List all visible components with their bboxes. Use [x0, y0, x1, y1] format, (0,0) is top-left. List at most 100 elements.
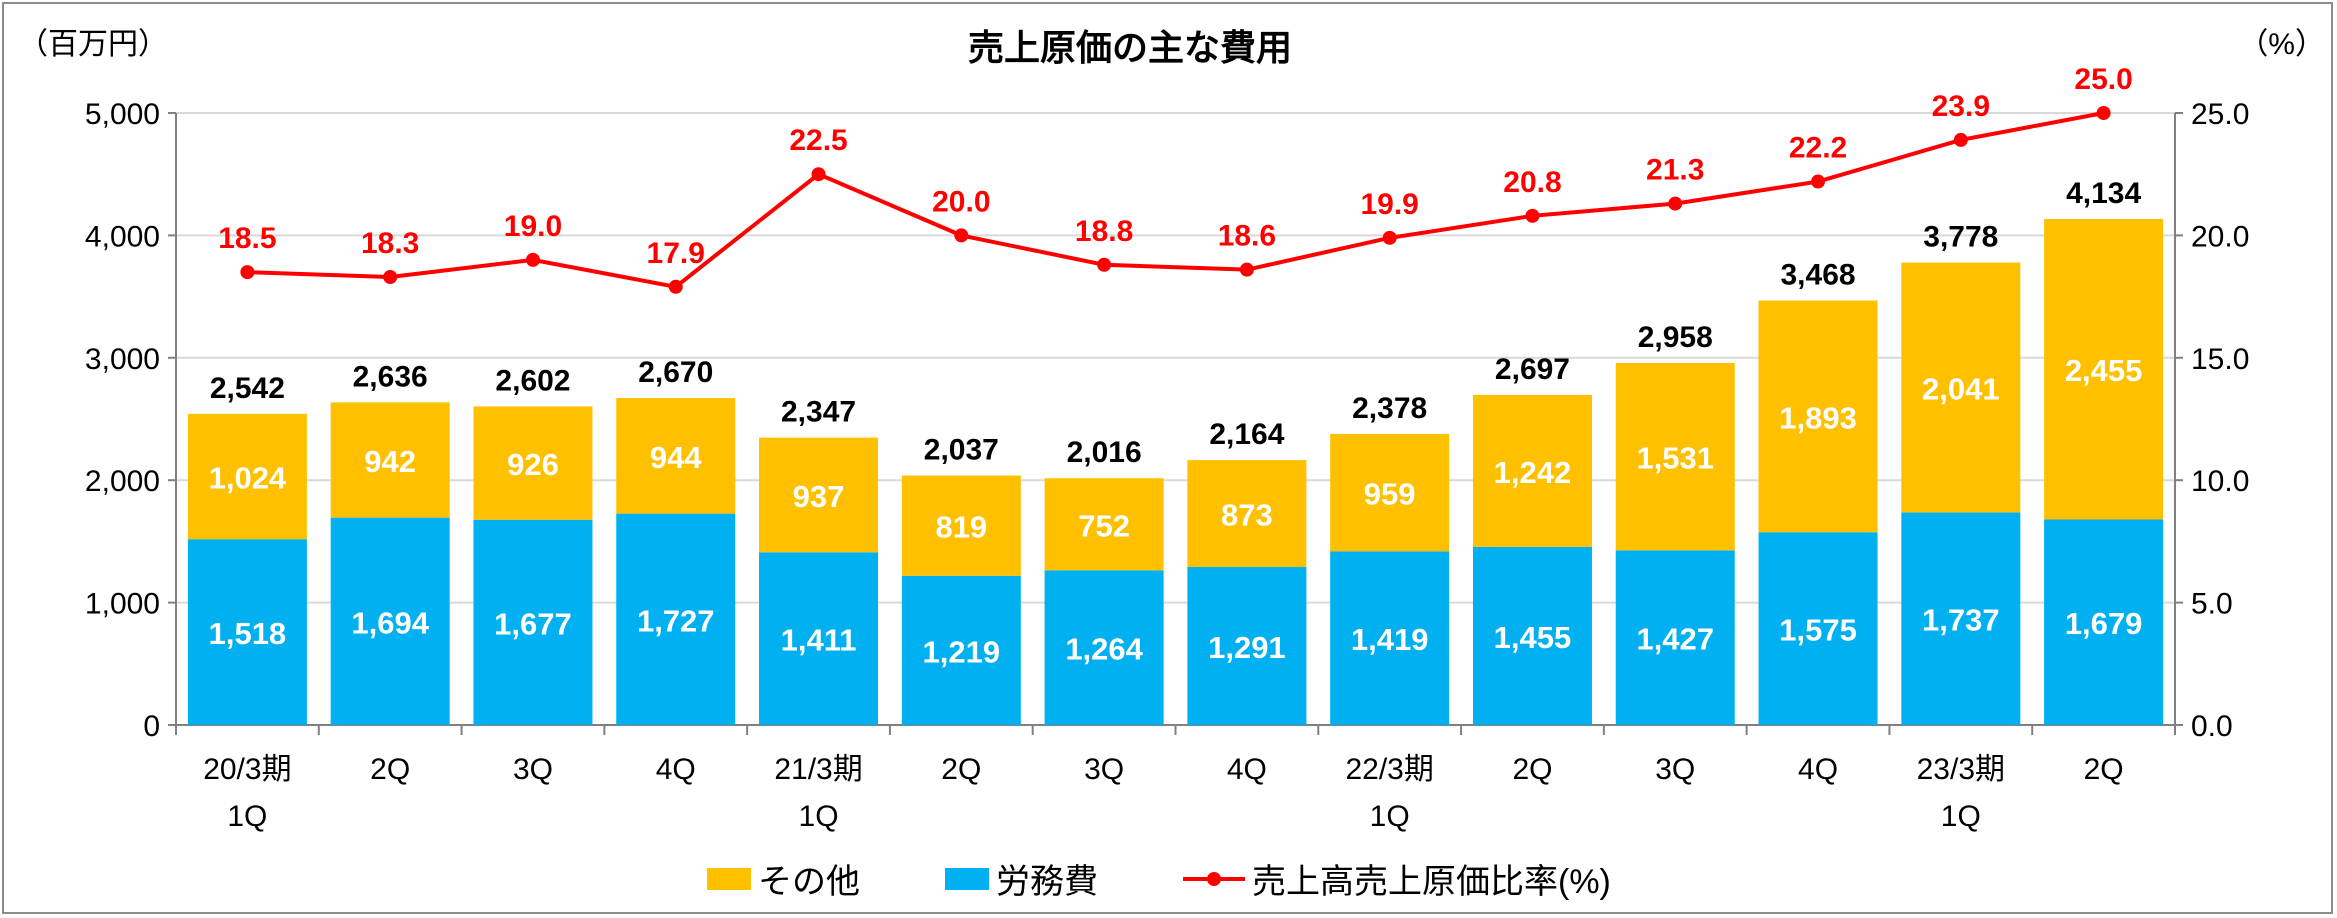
bar-other — [759, 437, 879, 553]
ratio-label: 18.6 — [1218, 220, 1276, 253]
bar-total-label: 2,164 — [1209, 418, 1284, 451]
data-labels: 1,518 1,024 2,542 1,694 942 2,636 1,677 926 2,60… — [209, 63, 2143, 669]
bar-other — [330, 402, 450, 518]
bar-label-labor: 1,411 — [781, 623, 857, 658]
right-tick-label: 5.0 — [2191, 588, 2233, 621]
bar-label-other: 1,024 — [209, 461, 287, 496]
category-label: 3Q — [1084, 753, 1124, 786]
bar-label-labor: 1,264 — [1065, 632, 1143, 667]
bar-labor — [616, 513, 736, 725]
bar-label-other: 942 — [364, 444, 416, 479]
bar-label-labor: 1,575 — [1779, 613, 1857, 648]
bar-labor — [1615, 550, 1735, 725]
right-tick-label: 10.0 — [2191, 465, 2249, 498]
ratio-point — [1239, 262, 1254, 277]
category-label: 3Q — [513, 753, 553, 786]
right-tick-label: 15.0 — [2191, 343, 2249, 376]
ratio-point — [1382, 230, 1397, 245]
bar-label-other: 752 — [1078, 508, 1130, 543]
bar-label-labor: 1,518 — [209, 616, 287, 651]
category-label: 21/3期 — [774, 753, 862, 786]
bar-label-labor: 1,419 — [1351, 622, 1429, 657]
bar-labor — [901, 575, 1021, 725]
bar-total-label: 2,958 — [1638, 321, 1713, 354]
ratio-point — [1525, 208, 1540, 223]
category-label: 1Q — [799, 800, 839, 833]
bar-label-other: 2,455 — [2065, 353, 2143, 388]
chart-title: 売上原価の主な費用 — [968, 27, 1292, 68]
ratio-label: 21.3 — [1646, 154, 1704, 187]
ratio-point — [1668, 196, 1683, 211]
bar-other — [901, 475, 1021, 576]
ratio-label: 18.8 — [1075, 215, 1133, 248]
legend-label-other: その他 — [758, 863, 860, 901]
bar-label-labor: 1,737 — [1922, 603, 2000, 638]
bar-label-other: 926 — [507, 447, 559, 482]
bars — [187, 218, 2164, 725]
left-axis-unit: （百万円） — [18, 28, 168, 61]
bar-other — [1330, 433, 1450, 552]
bar-label-labor: 1,679 — [2065, 606, 2143, 641]
bar-total-label: 2,016 — [1067, 436, 1142, 469]
bar-other — [1615, 362, 1735, 551]
bar-label-other: 1,893 — [1779, 400, 1857, 435]
bar-label-other: 959 — [1364, 477, 1416, 512]
ratio-point — [525, 252, 540, 267]
bar-other — [1472, 394, 1592, 547]
bar-other — [187, 413, 307, 540]
category-label: 20/3期 — [203, 753, 291, 786]
bar-label-other: 1,531 — [1636, 441, 1714, 476]
ratio-label: 18.3 — [361, 227, 419, 260]
ratio-point — [240, 265, 255, 280]
left-tick-label: 4,000 — [85, 220, 160, 253]
right-tick-label: 25.0 — [2191, 98, 2249, 131]
right-tick-label: 0.0 — [2191, 710, 2233, 743]
ratio-point — [811, 167, 826, 182]
bar-labor — [330, 517, 450, 725]
bar-total-label: 2,602 — [495, 364, 570, 397]
left-tick-label: 3,000 — [85, 343, 160, 376]
bar-total-label: 2,542 — [210, 372, 285, 405]
bar-label-labor: 1,219 — [923, 634, 1001, 669]
category-label: 23/3期 — [1917, 753, 2005, 786]
legend-label-labor: 労務費 — [996, 863, 1098, 901]
legend-swatch-labor — [945, 868, 989, 890]
bar-total-label: 2,670 — [638, 356, 713, 389]
bar-other — [1187, 460, 1307, 567]
bar-labor — [1044, 570, 1164, 725]
ratio-line — [240, 106, 2111, 294]
bar-total-label: 2,378 — [1352, 392, 1427, 425]
bar-labor — [759, 552, 879, 725]
bar-labor — [1472, 546, 1592, 725]
ratio-point — [2096, 106, 2111, 120]
category-label: 3Q — [1655, 753, 1695, 786]
bar-label-other: 1,242 — [1494, 455, 1572, 490]
legend-label-ratio: 売上高売上原価比率(%) — [1252, 863, 1611, 901]
ratio-label: 20.8 — [1503, 166, 1561, 199]
category-label: 4Q — [1798, 753, 1838, 786]
legend-marker-ratio — [1207, 872, 1221, 886]
bar-labor — [1187, 566, 1307, 725]
category-label: 4Q — [1227, 753, 1267, 786]
bar-labor — [2044, 519, 2164, 725]
category-label: 1Q — [1941, 800, 1981, 833]
axes: 0 1,000 2,000 3,000 4,000 5,000 0.0 5.0 10.0 15.0… — [85, 98, 2249, 833]
category-label: 2Q — [370, 753, 410, 786]
ratio-label: 22.5 — [789, 124, 847, 157]
legend-swatch-other — [707, 868, 751, 890]
bar-label-labor: 1,427 — [1636, 622, 1714, 657]
bar-other — [1758, 300, 1878, 533]
left-tick-label: 0 — [143, 710, 160, 743]
left-tick-label: 1,000 — [85, 588, 160, 621]
bar-label-other: 2,041 — [1922, 371, 2000, 406]
bar-total-label: 2,347 — [781, 396, 856, 429]
category-label: 4Q — [656, 753, 696, 786]
ratio-label: 18.5 — [218, 222, 276, 255]
bar-other — [1044, 478, 1164, 571]
ratio-label: 20.0 — [932, 185, 990, 218]
bar-labor — [1901, 512, 2021, 725]
ratio-point — [668, 279, 683, 294]
right-axis-unit: （%） — [2238, 28, 2325, 61]
right-tick-label: 20.0 — [2191, 220, 2249, 253]
